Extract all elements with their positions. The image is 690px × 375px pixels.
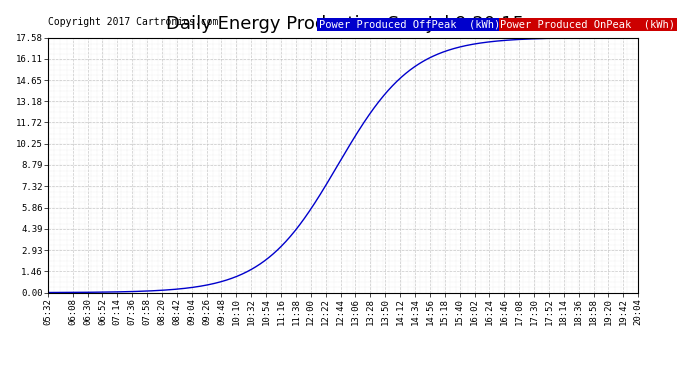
Text: Power Produced OnPeak  (kWh): Power Produced OnPeak (kWh) [500, 20, 676, 29]
Text: Power Produced OffPeak  (kWh): Power Produced OffPeak (kWh) [319, 20, 500, 29]
Text: Daily Energy Production Sun Jul 9 20:15: Daily Energy Production Sun Jul 9 20:15 [166, 15, 524, 33]
Text: Copyright 2017 Cartronics.com: Copyright 2017 Cartronics.com [48, 17, 219, 27]
